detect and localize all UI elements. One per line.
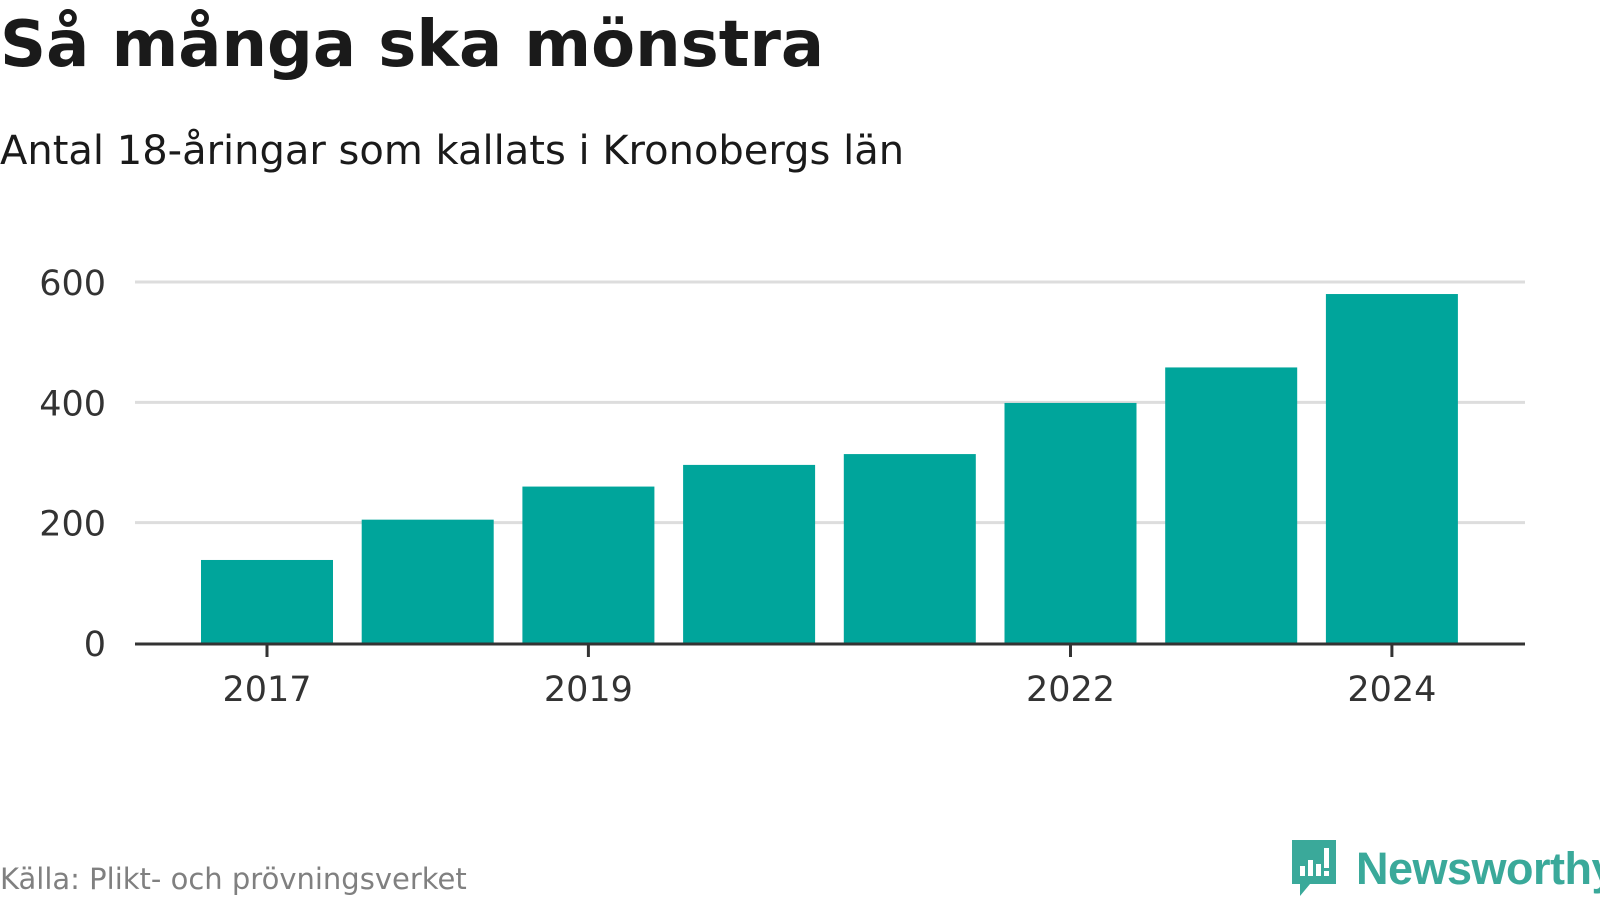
y-tick-label: 200 xyxy=(39,505,106,545)
source-note: Källa: Plikt- och prövningsverket xyxy=(0,862,467,896)
bar-2019 xyxy=(522,486,655,643)
bar-2021 xyxy=(843,454,976,643)
bar-2022 xyxy=(1004,402,1137,643)
bar-2018 xyxy=(361,519,494,643)
x-tick-label: 2017 xyxy=(222,670,311,710)
y-tick-label: 400 xyxy=(39,384,106,424)
x-tick-label: 2019 xyxy=(544,670,633,710)
bar-chart: 0 200 400 600 2017 2019 2022 2024 xyxy=(39,264,1525,710)
bar-2024 xyxy=(1325,294,1458,643)
x-tick-label: 2022 xyxy=(1026,670,1115,710)
y-tick-label: 600 xyxy=(39,264,106,304)
chart-title: Så många ska mönstra xyxy=(0,8,825,82)
y-tick-label: 0 xyxy=(84,625,106,665)
bar-2017 xyxy=(201,559,333,643)
bar-2023 xyxy=(1165,367,1298,643)
newsworthy-logo: Newsworthy xyxy=(1290,840,1600,898)
chart-subtitle: Antal 18-åringar som kallats i Kronoberg… xyxy=(0,128,905,174)
x-tick-label: 2024 xyxy=(1347,670,1436,710)
brand-name: Newsworthy xyxy=(1356,843,1600,894)
bar-2020 xyxy=(683,464,816,643)
newsworthy-logo-icon xyxy=(1292,840,1336,896)
